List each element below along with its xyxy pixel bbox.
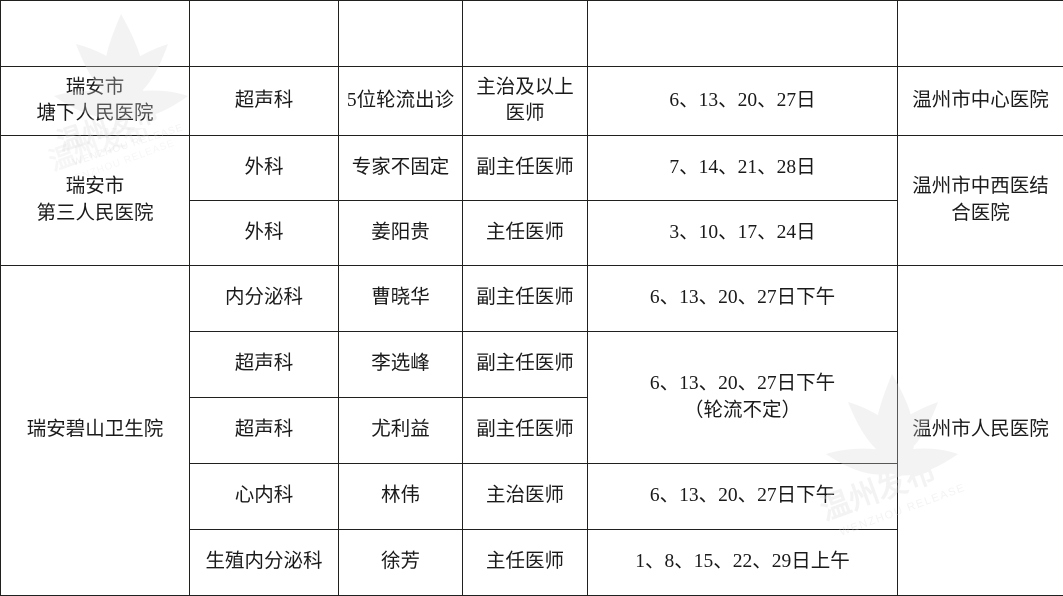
cell-department: 生殖内分泌科 bbox=[190, 530, 339, 596]
cell-title: 主任医师 bbox=[463, 530, 588, 596]
hospital-line-1: 瑞安市 bbox=[5, 75, 185, 101]
referral-line-2: 合医院 bbox=[902, 201, 1059, 227]
cell-department: 超声科 bbox=[190, 67, 339, 136]
cell-referral: 温州市人民医院 bbox=[898, 266, 1063, 596]
cell-dates: 3、10、17、24日 bbox=[588, 201, 898, 266]
title-line-1: 主治及以上 bbox=[467, 75, 583, 101]
cell-hospital: 瑞安市 塘下人民医院 bbox=[1, 67, 190, 136]
header-title: 职称 bbox=[463, 1, 588, 67]
cell-dates: 1、8、15、22、29日上午 bbox=[588, 530, 898, 596]
cell-department: 心内科 bbox=[190, 464, 339, 530]
table-row: 瑞安市 塘下人民医院 超声科 5位轮流出诊 主治及以上 医师 6、13、20、2… bbox=[1, 67, 1063, 136]
cell-title: 副主任医师 bbox=[463, 398, 588, 464]
cell-name: 姜阳贵 bbox=[339, 201, 463, 266]
referral-line-1: 温州市中心医院 bbox=[902, 88, 1059, 114]
cell-department: 超声科 bbox=[190, 398, 339, 464]
hospital-line-2: 第三人民医院 bbox=[5, 201, 185, 227]
header-hospital: 医院名称 bbox=[1, 1, 190, 67]
cell-name: 林伟 bbox=[339, 464, 463, 530]
cell-title: 副主任医师 bbox=[463, 332, 588, 398]
table-body: 瑞安市 塘下人民医院 超声科 5位轮流出诊 主治及以上 医师 6、13、20、2… bbox=[1, 67, 1063, 596]
cell-name: 专家不固定 bbox=[339, 136, 463, 201]
cell-name: 徐芳 bbox=[339, 530, 463, 596]
table-row: 瑞安碧山卫生院 内分泌科 曹晓华 副主任医师 6、13、20、27日下午 温州市… bbox=[1, 266, 1063, 332]
header-department: 科室 bbox=[190, 1, 339, 67]
cell-hospital: 瑞安碧山卫生院 bbox=[1, 266, 190, 596]
cell-hospital: 瑞安市 第三人民医院 bbox=[1, 136, 190, 266]
cell-dates: 6、13、20、27日 bbox=[588, 67, 898, 136]
cell-name: 尤利益 bbox=[339, 398, 463, 464]
cell-department: 外科 bbox=[190, 201, 339, 266]
cell-title: 副主任医师 bbox=[463, 136, 588, 201]
cell-department: 内分泌科 bbox=[190, 266, 339, 332]
cell-referral: 温州市中心医院 bbox=[898, 67, 1063, 136]
title-line-2: 医师 bbox=[467, 101, 583, 127]
cell-referral: 温州市中西医结 合医院 bbox=[898, 136, 1063, 266]
header-name: 姓名 bbox=[339, 1, 463, 67]
header-row: 医院名称 科室 姓名 职称 坐诊时 转诊医院 bbox=[1, 1, 1063, 67]
hospital-line-2: 塘下人民医院 bbox=[5, 101, 185, 127]
cell-name: 5位轮流出诊 bbox=[339, 67, 463, 136]
cell-title: 主任医师 bbox=[463, 201, 588, 266]
header-schedule: 坐诊时 bbox=[588, 1, 898, 67]
cell-title: 主治及以上 医师 bbox=[463, 67, 588, 136]
cell-title: 主治医师 bbox=[463, 464, 588, 530]
cell-department: 外科 bbox=[190, 136, 339, 201]
cell-name: 李选峰 bbox=[339, 332, 463, 398]
cell-dates: 6、13、20、27日下午 （轮流不定） bbox=[588, 332, 898, 464]
dates-line-2: （轮流不定） bbox=[592, 398, 893, 424]
cell-department: 超声科 bbox=[190, 332, 339, 398]
cell-title: 副主任医师 bbox=[463, 266, 588, 332]
cell-dates: 6、13、20、27日下午 bbox=[588, 464, 898, 530]
cell-dates: 6、13、20、27日下午 bbox=[588, 266, 898, 332]
header-referral: 转诊医院 bbox=[898, 1, 1063, 67]
referral-line-1: 温州市中西医结 bbox=[902, 174, 1059, 200]
table-header: 医院名称 科室 姓名 职称 坐诊时 转诊医院 bbox=[1, 1, 1063, 67]
hospital-line-1: 瑞安市 bbox=[5, 174, 185, 200]
cell-dates: 7、14、21、28日 bbox=[588, 136, 898, 201]
dates-line-1: 6、13、20、27日下午 bbox=[592, 371, 893, 397]
cell-name: 曹晓华 bbox=[339, 266, 463, 332]
table-row: 瑞安市 第三人民医院 外科 专家不固定 副主任医师 7、14、21、28日 温州… bbox=[1, 136, 1063, 201]
